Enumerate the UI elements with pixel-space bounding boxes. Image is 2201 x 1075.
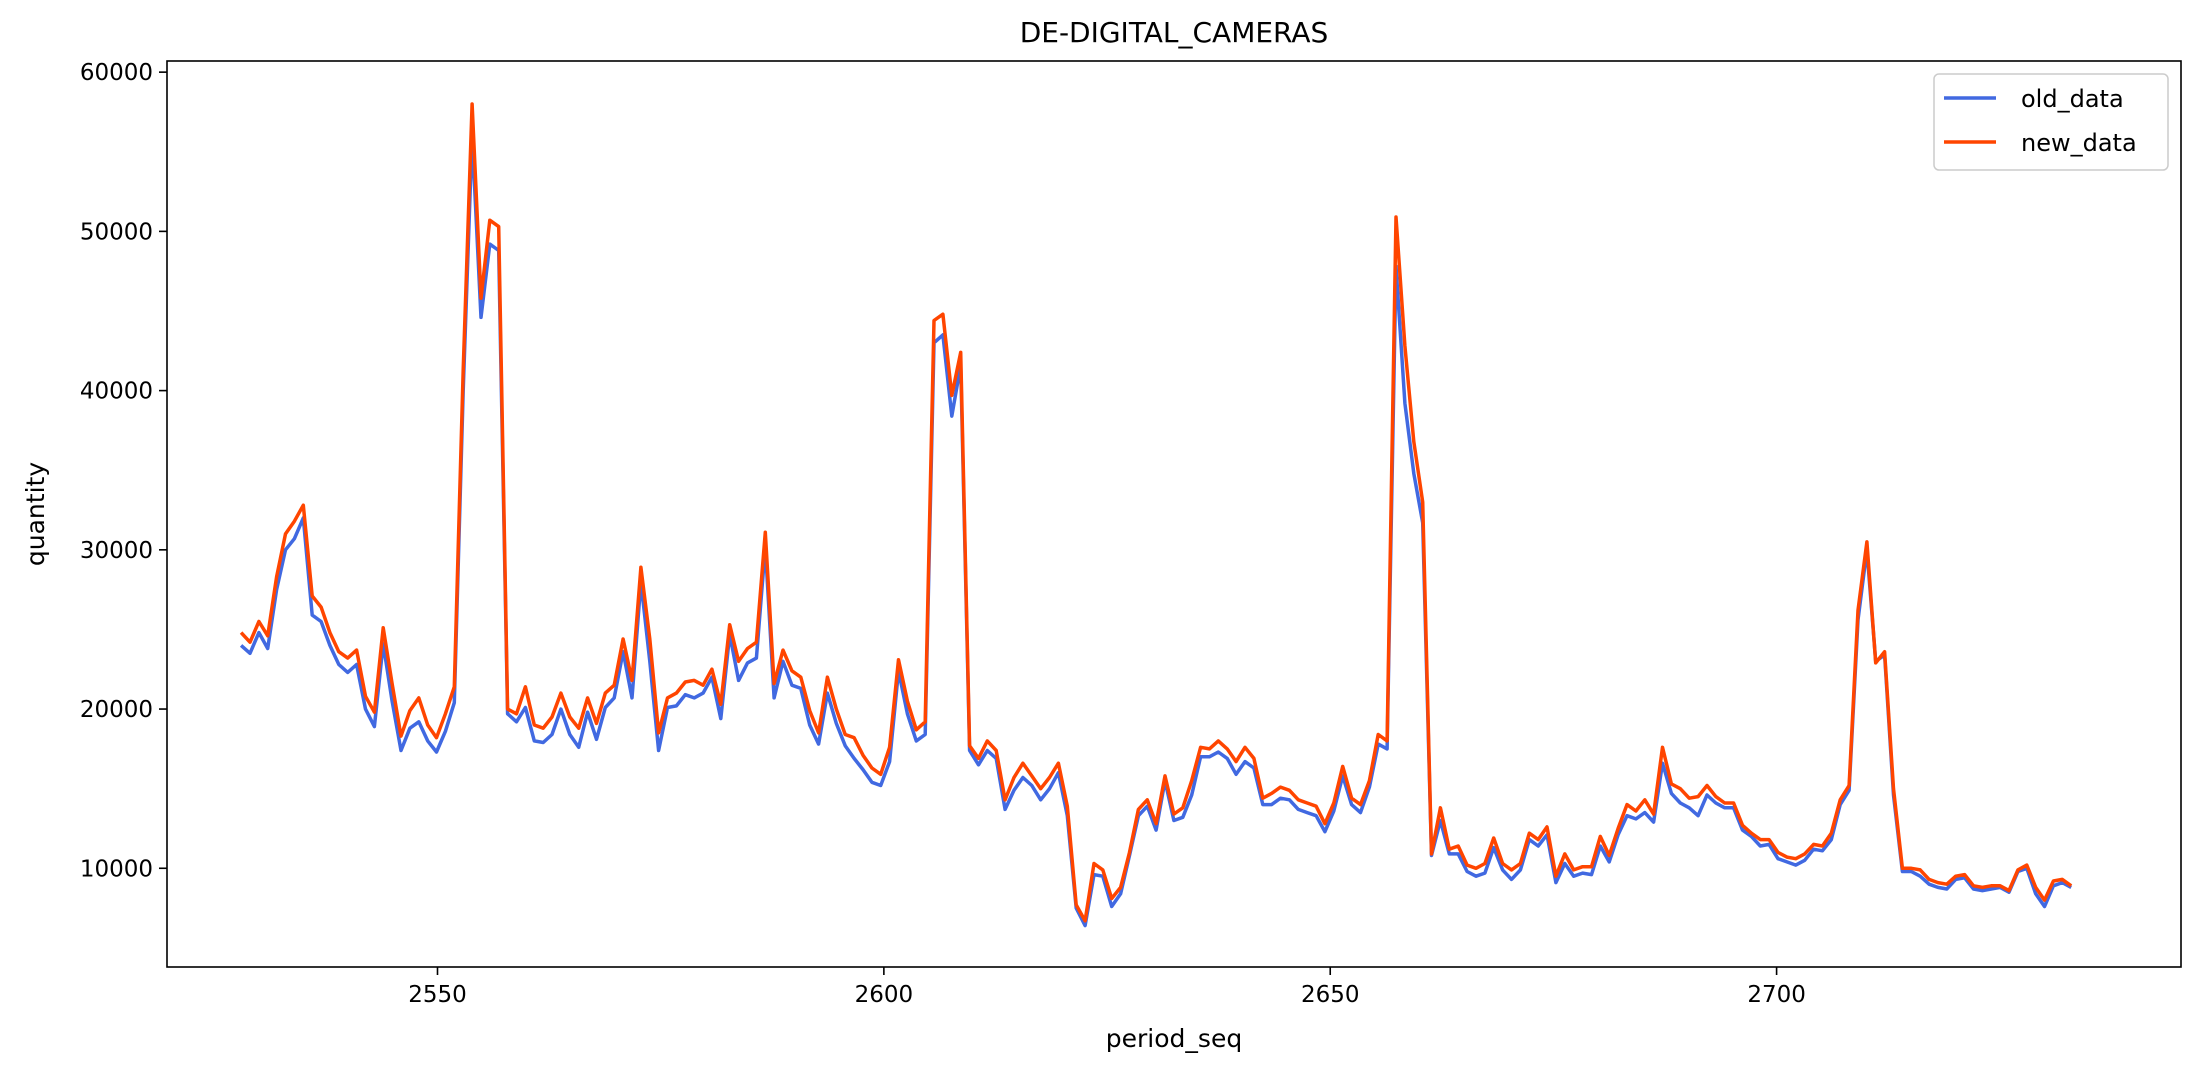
x-tick-label: 2600 <box>855 982 914 1008</box>
legend: old_data new_data <box>1933 73 2169 171</box>
y-tick-label: 40000 <box>80 379 153 405</box>
y-tick-label: 30000 <box>80 538 153 564</box>
y-axis-ticks: 10000 20000 30000 40000 50000 60000 <box>80 60 167 882</box>
y-tick-label: 60000 <box>80 60 153 86</box>
y-axis-label: quantity <box>21 462 50 566</box>
plot-lines <box>239 102 2073 928</box>
plot-frame <box>166 60 2182 968</box>
x-axis-label: period_seq <box>1106 1024 1242 1053</box>
y-tick-label: 10000 <box>80 856 153 882</box>
series-line-new-data <box>239 102 2073 923</box>
legend-label-new-data: new_data <box>2021 129 2137 157</box>
legend-label-old-data: old_data <box>2021 85 2124 113</box>
series-line-old-data <box>239 134 2073 928</box>
x-tick-label: 2550 <box>408 982 467 1008</box>
x-axis-ticks: 2550 2600 2650 2700 <box>408 967 1806 1008</box>
chart-title: DE-DIGITAL_CAMERAS <box>1020 16 1329 49</box>
x-tick-label: 2700 <box>1747 982 1806 1008</box>
y-tick-label: 50000 <box>80 219 153 245</box>
y-tick-label: 20000 <box>80 697 153 723</box>
x-tick-label: 2650 <box>1301 982 1360 1008</box>
